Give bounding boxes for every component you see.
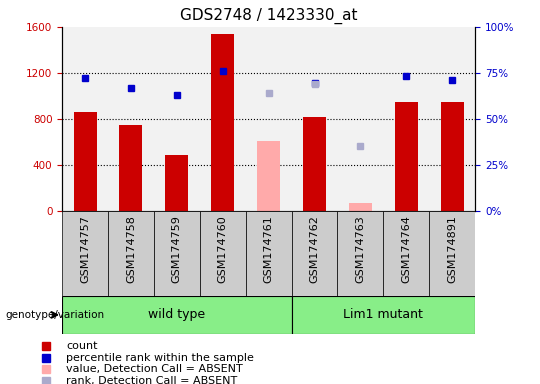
Text: GSM174761: GSM174761 [264, 215, 274, 283]
Text: genotype/variation: genotype/variation [5, 310, 105, 320]
Text: rank, Detection Call = ABSENT: rank, Detection Call = ABSENT [66, 376, 237, 384]
Text: wild type: wild type [148, 308, 205, 321]
Text: GSM174891: GSM174891 [447, 215, 457, 283]
Bar [73, 112, 97, 211]
Text: GSM174764: GSM174764 [401, 215, 411, 283]
Bar [154, 211, 200, 296]
Bar [383, 211, 429, 296]
Bar [338, 27, 383, 211]
Bar [154, 27, 200, 211]
Text: GSM174763: GSM174763 [355, 215, 366, 283]
Bar [108, 27, 154, 211]
Bar [165, 155, 188, 211]
Bar [441, 102, 464, 211]
Bar [292, 296, 475, 334]
Bar [62, 27, 108, 211]
Text: GSM174758: GSM174758 [126, 215, 136, 283]
Bar [395, 102, 418, 211]
Bar [292, 27, 338, 211]
Bar [429, 211, 475, 296]
Bar [200, 211, 246, 296]
Bar [119, 125, 143, 211]
Text: GSM174759: GSM174759 [172, 215, 182, 283]
Text: GSM174760: GSM174760 [218, 215, 228, 283]
Text: percentile rank within the sample: percentile rank within the sample [66, 353, 254, 362]
Bar [200, 27, 246, 211]
Bar [62, 211, 108, 296]
Title: GDS2748 / 1423330_at: GDS2748 / 1423330_at [180, 8, 357, 24]
Bar [383, 27, 429, 211]
Bar [429, 27, 475, 211]
Text: GSM174757: GSM174757 [80, 215, 90, 283]
Bar [292, 211, 338, 296]
Bar [211, 34, 234, 211]
Bar [257, 141, 280, 211]
Bar [246, 27, 292, 211]
Text: Lim1 mutant: Lim1 mutant [343, 308, 423, 321]
Bar [349, 203, 372, 211]
Bar [303, 117, 326, 211]
Bar [62, 296, 292, 334]
Bar [246, 211, 292, 296]
Text: GSM174762: GSM174762 [309, 215, 320, 283]
Text: value, Detection Call = ABSENT: value, Detection Call = ABSENT [66, 364, 242, 374]
Bar [108, 211, 154, 296]
Text: count: count [66, 341, 97, 351]
Bar [338, 211, 383, 296]
